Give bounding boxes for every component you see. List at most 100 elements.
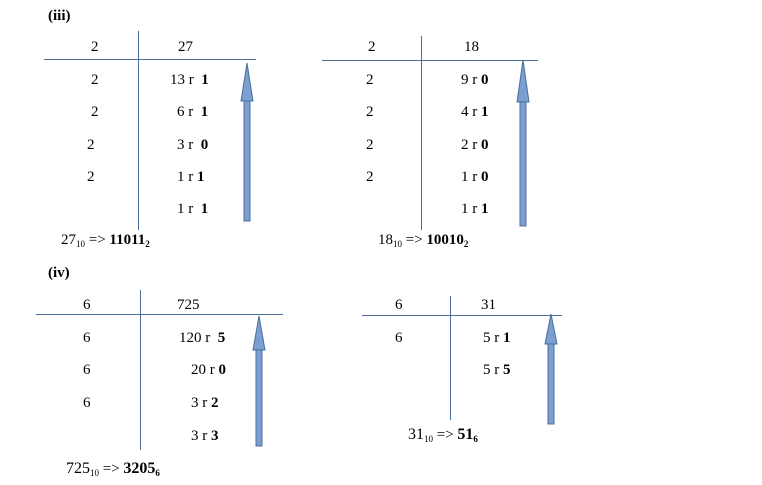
remainder: 1	[503, 330, 511, 346]
quotient: 1 r	[461, 201, 478, 217]
quotient: 5 r	[483, 330, 500, 346]
quotient: 3 r	[191, 428, 208, 444]
up-arrow-icon	[516, 59, 530, 227]
remainder: 0	[481, 137, 489, 153]
quotient-row: 1 r 1	[461, 202, 489, 217]
quotient: 120 r	[179, 330, 211, 346]
quotient: 4 r	[461, 104, 478, 120]
divisor-cell: 2	[91, 72, 99, 88]
divisor-cell: 2	[366, 104, 374, 120]
quotient-row: 13 r 1	[170, 73, 209, 88]
quotient: 3 r	[191, 395, 208, 411]
quotient-row: 5 r 5	[483, 363, 511, 378]
remainder: 0	[200, 137, 209, 153]
header-rule	[36, 314, 283, 315]
divisor-cell: 2	[87, 137, 95, 153]
divisor-header: 6	[395, 297, 403, 313]
quotient: 13 r	[170, 72, 194, 88]
answer: 11011	[109, 232, 146, 248]
divisor-cell: 2	[366, 72, 374, 88]
divisor-header: 6	[83, 297, 91, 313]
conversion-result: 72510 => 32056	[66, 460, 160, 478]
column-rule	[421, 36, 422, 230]
remainder: 1	[201, 72, 209, 88]
quotient-row: 3 r 3	[191, 429, 219, 444]
number-header: 18	[464, 39, 479, 55]
quotient: 9 r	[461, 72, 478, 88]
remainder: 1	[200, 201, 209, 217]
quotient: 1 r	[177, 201, 194, 217]
column-rule	[138, 31, 139, 230]
quotient-row: 4 r 1	[461, 105, 489, 120]
header-rule	[44, 59, 256, 60]
quotient-row: 20 r 0	[191, 363, 226, 378]
divisor-cell: 2	[87, 169, 95, 185]
remainder: 5	[503, 362, 511, 378]
quotient-row: 9 r 0	[461, 73, 489, 88]
remainder: 1	[197, 169, 205, 185]
quotient-row: 1 r 1	[177, 202, 208, 217]
number-header: 31	[481, 297, 496, 313]
column-rule	[450, 296, 451, 420]
quotient-row: 1 r 1	[177, 170, 205, 185]
header-rule	[362, 315, 562, 316]
quotient: 6 r	[177, 104, 194, 120]
remainder: 1	[481, 104, 489, 120]
remainder: 5	[217, 330, 226, 346]
base-from: 10	[393, 239, 402, 249]
base-to: 2	[463, 239, 469, 249]
section-label-iii: (iii)	[48, 8, 71, 24]
decimal-number: 31	[408, 426, 424, 443]
up-arrow-icon	[252, 315, 266, 447]
remainder: 2	[211, 395, 219, 411]
number-header: 27	[178, 39, 193, 55]
base-to: 6	[155, 468, 160, 478]
decimal-number: 725	[66, 460, 90, 477]
quotient-row: 6 r 1	[177, 105, 208, 120]
quotient-row: 120 r 5	[179, 331, 225, 346]
conversion-result: 2710 => 110112	[61, 232, 150, 249]
divisor-cell: 6	[395, 330, 403, 346]
divisor-cell: 2	[91, 104, 99, 120]
implies-arrow: =>	[88, 232, 106, 248]
quotient-row: 5 r 1	[483, 331, 511, 346]
quotient: 5 r	[483, 362, 500, 378]
base-from: 10	[90, 468, 99, 478]
conversion-result: 1810 => 100102	[378, 232, 469, 249]
quotient: 3 r	[177, 137, 194, 153]
section-label-iv: (iv)	[48, 265, 70, 281]
base-from: 10	[76, 239, 85, 249]
conversion-result: 3110 => 516	[408, 426, 478, 444]
quotient-row: 2 r 0	[461, 138, 489, 153]
base-to: 2	[145, 239, 150, 249]
divisor-cell: 6	[83, 395, 91, 411]
implies-arrow: =>	[436, 427, 454, 443]
remainder: 0	[481, 169, 489, 185]
remainder: 0	[218, 362, 227, 378]
divisor-cell: 2	[366, 137, 374, 153]
answer: 10010	[426, 232, 464, 248]
divisor-cell: 6	[83, 330, 91, 346]
implies-arrow: =>	[102, 461, 120, 477]
remainder: 0	[481, 72, 489, 88]
quotient: 1 r	[177, 169, 194, 185]
quotient: 1 r	[461, 169, 478, 185]
header-rule	[322, 60, 538, 61]
divisor-header: 2	[91, 39, 99, 55]
decimal-number: 27	[61, 232, 76, 248]
remainder: 3	[211, 428, 219, 444]
divisor-cell: 6	[83, 362, 91, 378]
divisor-header: 2	[368, 39, 376, 55]
decimal-number: 18	[378, 232, 393, 248]
divisor-cell: 2	[366, 169, 374, 185]
quotient: 2 r	[461, 137, 478, 153]
column-rule	[140, 290, 141, 450]
remainder: 1	[481, 201, 489, 217]
quotient-row: 3 r 2	[191, 396, 219, 411]
up-arrow-icon	[240, 62, 254, 222]
quotient-row: 3 r 0	[177, 138, 208, 153]
answer: 51	[457, 426, 474, 443]
base-to: 6	[473, 434, 478, 444]
up-arrow-icon	[544, 313, 558, 425]
answer: 3205	[123, 460, 156, 477]
